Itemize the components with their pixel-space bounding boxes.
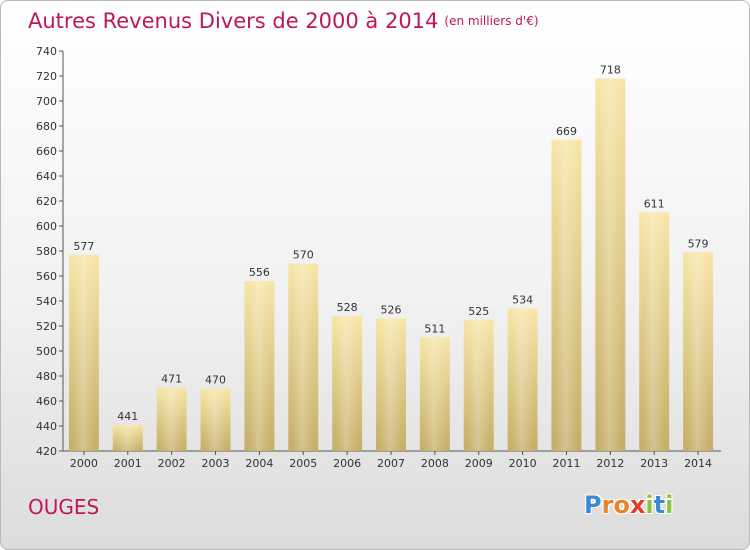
x-tick-label: 2004 (245, 457, 273, 470)
data-label: 611 (644, 197, 665, 210)
bar-highlight (555, 139, 578, 451)
brand-letter: o (613, 491, 630, 519)
chart-title: Autres Revenus Divers de 2000 à 2014 (28, 9, 439, 33)
y-tick-label: 640 (36, 170, 57, 183)
y-tick-label: 460 (36, 395, 57, 408)
y-tick-label: 480 (36, 370, 57, 383)
y-tick-label: 520 (36, 320, 57, 333)
y-tick-label: 560 (36, 270, 57, 283)
bar-highlight (204, 388, 227, 451)
data-label: 570 (293, 249, 314, 262)
x-tick-label: 2009 (465, 457, 493, 470)
bar-highlight (116, 424, 139, 451)
brand-letter: P (584, 491, 602, 519)
y-tick-label: 700 (36, 95, 57, 108)
bar-highlight (511, 308, 534, 451)
bar-highlight (72, 254, 95, 451)
data-label: 669 (556, 125, 577, 138)
bar-highlight (423, 337, 446, 451)
bar-highlight (687, 252, 710, 451)
bar-highlight (292, 263, 315, 451)
brand-letter: i (665, 491, 674, 519)
data-label: 534 (512, 294, 533, 307)
x-tick-label: 2007 (377, 457, 405, 470)
title-row: Autres Revenus Divers de 2000 à 2014 (en … (28, 9, 539, 33)
bar-highlight (467, 319, 490, 451)
y-tick-label: 440 (36, 420, 57, 433)
x-tick-label: 2001 (114, 457, 142, 470)
y-tick-label: 720 (36, 70, 57, 83)
data-label: 441 (117, 410, 138, 423)
x-tick-label: 2013 (640, 457, 668, 470)
bar-highlight (336, 316, 359, 451)
data-label: 470 (205, 374, 226, 387)
bar-highlight (248, 281, 271, 451)
commune-name: OUGES (28, 495, 100, 519)
y-tick-label: 740 (36, 45, 57, 58)
brand-letter: x (629, 491, 646, 519)
bar-highlight (160, 387, 183, 451)
x-tick-label: 2000 (70, 457, 98, 470)
brand-letter: r (601, 491, 614, 519)
data-label: 577 (73, 240, 94, 253)
y-tick-label: 580 (36, 245, 57, 258)
y-tick-label: 660 (36, 145, 57, 158)
data-label: 471 (161, 372, 182, 385)
brand-letter: i (645, 491, 654, 519)
proxiti-logo: Proxiti (584, 491, 673, 519)
x-tick-label: 2008 (421, 457, 449, 470)
data-label: 579 (688, 237, 709, 250)
x-tick-label: 2003 (202, 457, 230, 470)
y-tick-label: 620 (36, 195, 57, 208)
x-tick-label: 2010 (509, 457, 537, 470)
data-label: 526 (381, 304, 402, 317)
x-tick-label: 2014 (684, 457, 712, 470)
bar-highlight (643, 212, 666, 451)
brand-letter: t (653, 491, 666, 519)
data-label: 511 (424, 322, 445, 335)
data-label: 525 (468, 305, 489, 318)
x-tick-label: 2006 (333, 457, 361, 470)
y-tick-label: 600 (36, 220, 57, 233)
y-tick-label: 540 (36, 295, 57, 308)
data-label: 718 (600, 64, 621, 77)
bar-highlight (380, 318, 402, 451)
chart-subtitle: (en milliers d'€) (444, 14, 539, 28)
bar-highlight (599, 78, 622, 451)
x-tick-label: 2002 (158, 457, 186, 470)
data-label: 556 (249, 266, 270, 279)
y-tick-label: 420 (36, 445, 57, 458)
data-label: 528 (337, 301, 358, 314)
x-tick-label: 2012 (596, 457, 624, 470)
y-tick-label: 500 (36, 345, 57, 358)
x-tick-label: 2005 (289, 457, 317, 470)
y-tick-label: 680 (36, 120, 57, 133)
x-tick-label: 2011 (552, 457, 580, 470)
